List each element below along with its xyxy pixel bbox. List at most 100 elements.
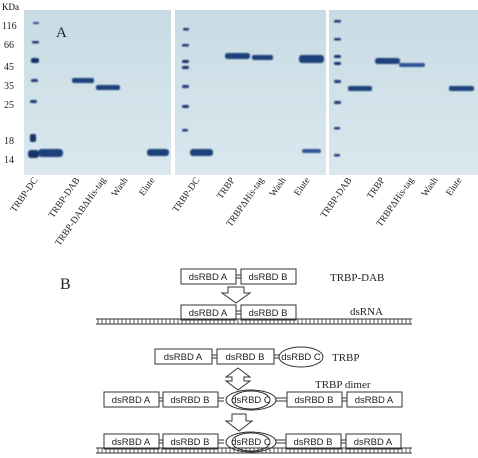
marker-band bbox=[30, 134, 36, 142]
marker-band bbox=[182, 66, 189, 69]
marker-band bbox=[334, 55, 341, 58]
panel-a-label: A bbox=[56, 25, 67, 41]
marker-band bbox=[334, 38, 341, 41]
marker-band bbox=[182, 44, 189, 47]
marker-band bbox=[334, 80, 341, 83]
dab-bound-dsrbd-b-box bbox=[240, 304, 297, 321]
marker-band bbox=[334, 62, 341, 65]
bound-c-ellipse-inner bbox=[231, 432, 271, 452]
marker-band bbox=[334, 20, 341, 23]
dimer-box bbox=[103, 391, 160, 408]
dimer-box bbox=[162, 391, 219, 408]
bound-label: dsRBD A bbox=[112, 437, 151, 448]
marker-band bbox=[30, 100, 37, 103]
bound-label: dsRBD A bbox=[354, 437, 393, 448]
trbp-dsrbd-b-label: dsRBD B bbox=[225, 352, 264, 363]
trbp-dsrbd-c-label: dsRBD C bbox=[281, 352, 321, 363]
dab-dsrbd-b-label: dsRBD B bbox=[248, 272, 287, 283]
gel-2-bands bbox=[182, 28, 324, 156]
dimer-label: dsRBD A bbox=[112, 395, 151, 406]
marker-band bbox=[334, 101, 341, 104]
dab-dsrbd-b-box bbox=[240, 268, 297, 285]
band-trbp bbox=[375, 58, 400, 64]
marker-band bbox=[182, 105, 189, 108]
marker-label-66: 66 bbox=[4, 40, 14, 51]
dab-bound-dsrbd-b-label: dsRBD B bbox=[248, 308, 287, 319]
trbp-dsrbd-a-label: dsRBD A bbox=[164, 352, 203, 363]
bound-c-ellipse bbox=[225, 431, 277, 453]
lane-label: TRBP bbox=[366, 176, 388, 201]
marker-band bbox=[32, 41, 39, 44]
lane-labels: TRBP-DC TRBP-DAB TRBP-DABΔHis-tag Wash E… bbox=[9, 176, 464, 248]
lane-label: Elute bbox=[445, 176, 465, 198]
band-elute-upper bbox=[299, 55, 324, 63]
panel-b: B dsRBD A dsRBD B TRBP-DAB dsRBD A dsRBD… bbox=[60, 268, 412, 454]
trbp-dsrbd-c-ellipse bbox=[278, 346, 324, 368]
lane-label: TRBP-DC bbox=[9, 176, 40, 215]
gel-1-bands bbox=[28, 22, 169, 158]
band-trbp-his-removed bbox=[252, 55, 273, 60]
marker-label-116: 116 bbox=[2, 21, 17, 32]
marker-label-25: 25 bbox=[4, 100, 14, 111]
lane-label: Wash bbox=[110, 176, 130, 199]
dimer-c-ellipse bbox=[225, 389, 277, 411]
dab-dsrbd-a-box bbox=[180, 268, 237, 285]
band-elute bbox=[449, 86, 474, 91]
band-trbp-dab-his-removed bbox=[96, 85, 120, 90]
dimer-c-ellipse-inner bbox=[231, 390, 271, 410]
dimer-label: dsRBD B bbox=[294, 395, 333, 406]
dab-dsrbd-a-label: dsRBD A bbox=[189, 272, 228, 283]
lane-label: Elute bbox=[138, 176, 158, 198]
band-trbp-dc bbox=[190, 149, 213, 156]
marker-band bbox=[182, 85, 189, 88]
gel-3-bands bbox=[334, 20, 474, 157]
kda-unit-label: KDa bbox=[2, 2, 19, 12]
panel-a: KDa 116 66 45 35 25 18 14 A bbox=[2, 2, 478, 248]
marker-label-18: 18 bbox=[4, 136, 14, 147]
bound-box bbox=[162, 433, 219, 450]
trbp-title: TRBP bbox=[332, 352, 360, 364]
band-trbp-dab bbox=[348, 86, 372, 91]
marker-band bbox=[28, 150, 39, 158]
double-arrow-icon bbox=[224, 367, 252, 391]
arrow-down-icon bbox=[224, 413, 254, 432]
bound-label: dsRBD B bbox=[293, 437, 332, 448]
arrow-down-icon bbox=[220, 286, 252, 304]
marker-band bbox=[31, 79, 38, 82]
dimer-label: dsRBD B bbox=[170, 395, 209, 406]
band-trbp-dab bbox=[72, 78, 94, 83]
bound-box bbox=[103, 433, 160, 450]
dimer-box bbox=[286, 391, 343, 408]
lane-label: Wash bbox=[268, 176, 288, 199]
marker-band bbox=[31, 58, 39, 63]
band-trbp-his-removed bbox=[399, 63, 425, 67]
band-trbp bbox=[225, 53, 250, 59]
trbp-dsrbd-a-box bbox=[154, 348, 213, 365]
gel-1 bbox=[24, 10, 171, 175]
dsrna-strand-2 bbox=[96, 447, 412, 454]
dimer-label: dsRBD A bbox=[355, 395, 394, 406]
dab-bound-dsrbd-a-box bbox=[180, 304, 237, 321]
marker-band bbox=[182, 129, 188, 132]
gel-3 bbox=[329, 10, 478, 175]
dsrna-strand-1 bbox=[96, 318, 412, 325]
panel-b-label: B bbox=[60, 276, 71, 293]
band-elute-lower bbox=[302, 149, 321, 153]
trbp-dimer-title: TRBP dimer bbox=[315, 379, 371, 391]
band-elute bbox=[147, 149, 169, 156]
marker-band bbox=[182, 60, 189, 63]
lane-label: Elute bbox=[293, 176, 313, 198]
lane-label: TRBP-DABΔHis-tag bbox=[54, 176, 109, 248]
dab-bound-dsrbd-a-label: dsRBD A bbox=[189, 308, 228, 319]
dsrna-label: dsRNA bbox=[350, 306, 383, 318]
gel-2 bbox=[175, 10, 326, 175]
dimer-label: dsRBD C bbox=[231, 395, 271, 406]
marker-band bbox=[334, 127, 340, 130]
marker-label-14: 14 bbox=[4, 155, 14, 166]
lane-label: TRBP-DC bbox=[171, 176, 202, 215]
bound-box bbox=[345, 433, 402, 450]
bound-label: dsRBD C bbox=[231, 437, 271, 448]
marker-band bbox=[334, 154, 340, 157]
trbp-dab-title: TRBP-DAB bbox=[330, 272, 384, 284]
